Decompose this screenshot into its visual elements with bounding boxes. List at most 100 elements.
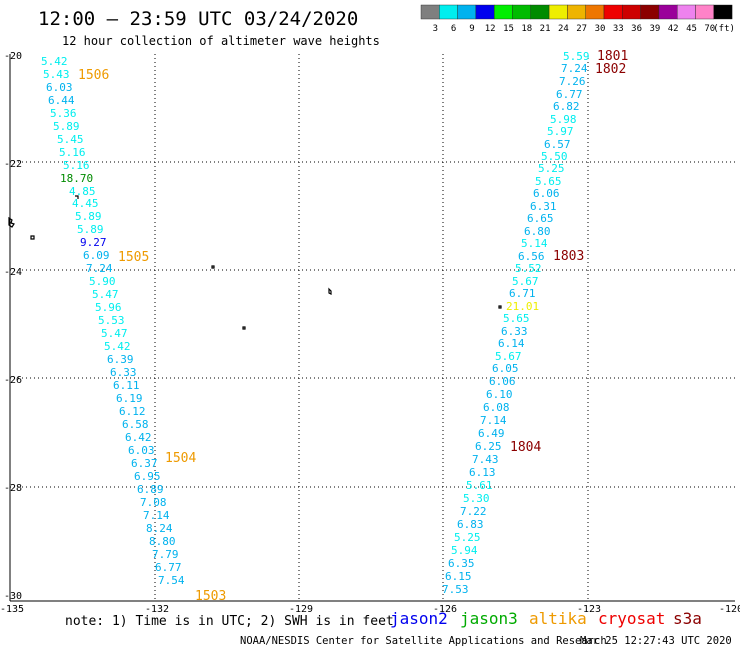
wave-height-value: 6.14 <box>498 337 525 350</box>
wave-height-value: 5.45 <box>57 133 84 146</box>
wave-height-value: 7.22 <box>460 505 487 518</box>
wave-height-value: 5.98 <box>550 113 577 126</box>
legend-jason2: jason2 <box>390 609 448 628</box>
altimeter-track-west: 5.42 5.43 6.03 6.44 5.36 5.89 5.45 5.16 … <box>41 55 226 604</box>
wave-height-value: 4.45 <box>72 197 99 210</box>
wave-height-value: 18.70 <box>60 172 93 185</box>
map-subtitle: 12 hour collection of altimeter wave hei… <box>62 34 380 48</box>
color-scale-label: 70 <box>704 24 715 34</box>
wave-height-value: 5.59 <box>563 50 590 63</box>
color-swatch <box>640 4 660 20</box>
wave-height-value: 8.80 <box>149 535 176 548</box>
plot-frame <box>9 54 735 602</box>
wave-height-value: 6.05 <box>492 362 519 375</box>
island-outlines <box>8 195 502 330</box>
wave-height-value: 9.27 <box>80 236 107 249</box>
wave-height-value: 5.67 <box>495 350 522 363</box>
island-marker <box>242 326 246 330</box>
color-swatch <box>622 4 641 20</box>
wave-height-value: 5.25 <box>454 531 481 544</box>
color-swatch <box>548 4 568 20</box>
wave-height-value: 6.15 <box>445 570 472 583</box>
color-scale-label: 33 <box>613 24 624 34</box>
wave-height-value: 6.31 <box>530 200 557 213</box>
color-scale-label: 21 <box>540 24 551 34</box>
color-scale-label: 30 <box>595 24 606 34</box>
color-swatch <box>677 4 696 20</box>
wave-height-value: 6.80 <box>524 225 551 238</box>
wave-height-value: 6.77 <box>556 88 583 101</box>
color-scale-label: 6 <box>451 24 456 34</box>
color-swatch <box>530 4 550 20</box>
wave-height-value: 5.96 <box>95 301 122 314</box>
y-label-26: -26 <box>4 375 22 386</box>
wave-height-value: 6.42 <box>125 431 152 444</box>
x-label-120: -120 <box>719 604 740 615</box>
wave-height-value: 6.06 <box>489 375 516 388</box>
wave-height-value: 5.14 <box>521 237 548 250</box>
island-marker <box>211 265 215 269</box>
wave-height-value: 7.14 <box>480 414 507 427</box>
wave-height-value: 6.06 <box>533 187 560 200</box>
footer-credit: NOAA/NESDIS Center for Satellite Applica… <box>240 635 607 647</box>
island-marker <box>328 287 332 295</box>
pass-label: 1802 <box>595 62 626 77</box>
wave-height-value: 6.08 <box>483 401 510 414</box>
color-scale-label: 9 <box>469 24 474 34</box>
grid-lines <box>10 54 735 601</box>
wave-height-value: 21.01 <box>506 300 539 313</box>
wave-height-value: 7.26 <box>559 75 586 88</box>
wave-height-value: 4.85 <box>69 185 96 198</box>
wave-height-value: 5.65 <box>503 312 530 325</box>
wave-height-value: 6.09 <box>83 249 110 262</box>
wave-height-value: 5.67 <box>512 275 539 288</box>
x-label-135: -135 <box>0 604 24 615</box>
pass-label: 1506 <box>78 68 109 83</box>
wave-height-value: 6.12 <box>119 405 146 418</box>
wave-height-value: 5.47 <box>101 327 128 340</box>
wave-height-value: 5.89 <box>75 210 102 223</box>
color-swatch <box>585 4 605 20</box>
wave-height-value: 7.43 <box>472 453 499 466</box>
wave-height-value: 6.19 <box>116 392 143 405</box>
pass-label: 1803 <box>553 249 584 264</box>
island-marker <box>8 216 15 228</box>
wave-height-value: 6.37 <box>131 457 158 470</box>
legend-s3a: s3a <box>673 609 702 628</box>
island-marker <box>75 195 79 199</box>
y-label-22: -22 <box>4 159 22 170</box>
color-scale-label: (ft) <box>713 24 735 34</box>
wave-height-value: 6.25 <box>475 440 502 453</box>
color-scale-label: 42 <box>668 24 679 34</box>
wave-height-value: 5.52 <box>515 262 542 275</box>
color-scale-label: 24 <box>558 24 569 34</box>
wave-height-value: 6.44 <box>48 94 75 107</box>
wave-height-value: 5.89 <box>53 120 80 133</box>
x-label-129: -129 <box>289 604 313 615</box>
color-swatch <box>512 4 531 20</box>
pass-label: 1801 <box>597 49 628 64</box>
pass-label: 1504 <box>165 451 196 466</box>
island-marker <box>498 305 502 309</box>
color-swatch <box>567 4 586 20</box>
wave-height-value: 6.95 <box>134 470 161 483</box>
wave-height-value: 6.58 <box>122 418 149 431</box>
wave-height-value: 6.13 <box>469 466 496 479</box>
wave-height-value: 5.25 <box>538 162 565 175</box>
legend-altika: altika <box>529 609 587 628</box>
wave-height-value: 7.54 <box>158 574 185 587</box>
wave-height-value: 5.61 <box>466 479 493 492</box>
color-scale-label: 12 <box>485 24 496 34</box>
wave-height-value: 5.16 <box>63 159 90 172</box>
wave-height-value: 5.42 <box>41 55 68 68</box>
pass-label: 1503 <box>195 589 226 604</box>
island-marker <box>30 235 35 240</box>
wave-height-value: 5.90 <box>89 275 116 288</box>
wave-height-value: 6.83 <box>457 518 484 531</box>
color-swatch <box>658 4 678 20</box>
legend-cryosat: cryosat <box>598 609 665 628</box>
wave-height-value: 5.43 <box>43 68 70 81</box>
map-title: 12:00 — 23:59 UTC 03/24/2020 <box>38 8 358 30</box>
wave-height-value: 5.16 <box>59 146 86 159</box>
color-swatch <box>713 4 733 20</box>
